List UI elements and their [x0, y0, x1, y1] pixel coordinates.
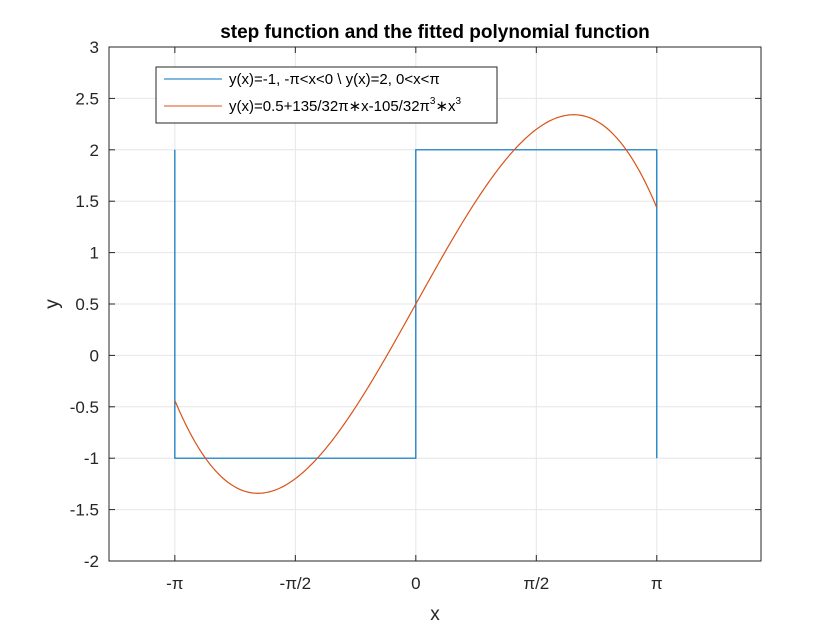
- chart-title: step function and the fitted polynomial …: [220, 22, 650, 43]
- x-tick-label: π: [651, 574, 663, 593]
- y-tick-label: -1: [84, 449, 99, 468]
- tick-labels: -π -π/2 0 π/2 π 3 2.5 2 1.5 1 0.5 0 -0.5 -1 -1.5 -2: [70, 38, 663, 593]
- x-tick-label: π/2: [523, 574, 549, 593]
- y-tick-label: 2: [90, 141, 99, 160]
- legend-label-series-1: y(x)=-1, -π<x<0 \ y(x)=2, 0<x<π: [229, 71, 440, 88]
- x-tick-label: -π: [166, 574, 183, 593]
- ticks: [109, 46, 761, 562]
- y-tick-label: 1: [90, 244, 99, 263]
- x-tick-label: 0: [411, 574, 420, 593]
- x-tick-label: -π/2: [280, 574, 312, 593]
- series-layer: [174, 114, 658, 494]
- legend-box: [155, 66, 498, 124]
- y-tick-label: -1.5: [70, 501, 99, 520]
- legend-label-series-2: y(x)=0.5+135/32π∗x-105/32π3∗x3: [229, 96, 462, 115]
- y-tick-label: 2.5: [75, 89, 99, 108]
- y-tick-label: -2: [84, 552, 99, 571]
- legend: y(x)=-1, -π<x<0 \ y(x)=2, 0<x<π y(x)=0.5…: [155, 66, 498, 124]
- y-tick-label: -0.5: [70, 398, 99, 417]
- series-line-polynomial: [174, 114, 658, 494]
- y-axis-label: y: [42, 299, 63, 309]
- y-tick-label: 0.5: [75, 295, 99, 314]
- y-tick-label: 1.5: [75, 192, 99, 211]
- y-tick-label: 0: [90, 346, 99, 365]
- x-axis-label: x: [430, 604, 440, 625]
- y-tick-label: 3: [90, 38, 99, 57]
